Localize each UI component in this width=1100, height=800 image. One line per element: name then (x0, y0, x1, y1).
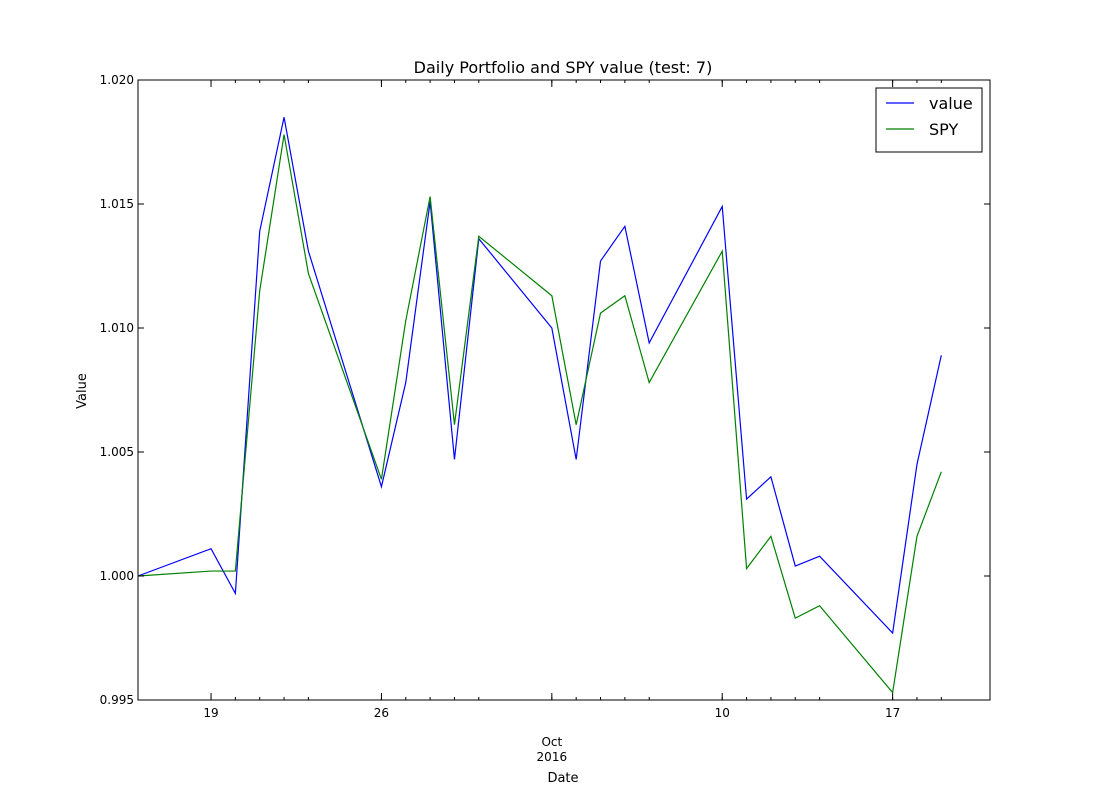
x-tick-label: Oct (541, 735, 562, 749)
y-tick-label: 1.005 (100, 445, 134, 459)
y-tick-label: 1.020 (100, 73, 134, 87)
x-tick-label: 26 (374, 706, 389, 720)
y-tick-label: 0.995 (100, 693, 134, 707)
plot-lines (137, 117, 942, 694)
legend-label-0: value (929, 94, 973, 113)
x-tick-sublabel: 2016 (537, 750, 568, 764)
legend-box (875, 87, 983, 153)
chart-title: Daily Portfolio and SPY value (test: 7) (414, 58, 713, 77)
legend-label-1: SPY (929, 120, 958, 139)
series-line-0 (137, 117, 942, 635)
plot-frame (137, 79, 991, 701)
series-line-1 (137, 134, 942, 694)
x-tick-label: 10 (715, 706, 730, 720)
y-tick-label: 1.015 (100, 197, 134, 211)
x-tick-label: 19 (203, 706, 218, 720)
x-axis-label: Date (547, 771, 578, 786)
y-tick-label: 1.000 (100, 569, 134, 583)
x-tick-label: 17 (885, 706, 900, 720)
y-axis-ticks: 0.995 1.000 1.005 1.010 1.015 1.020 (100, 73, 990, 707)
y-tick-label: 1.010 (100, 321, 134, 335)
legend: value SPY (875, 87, 983, 153)
y-axis-label: Value (75, 373, 90, 409)
